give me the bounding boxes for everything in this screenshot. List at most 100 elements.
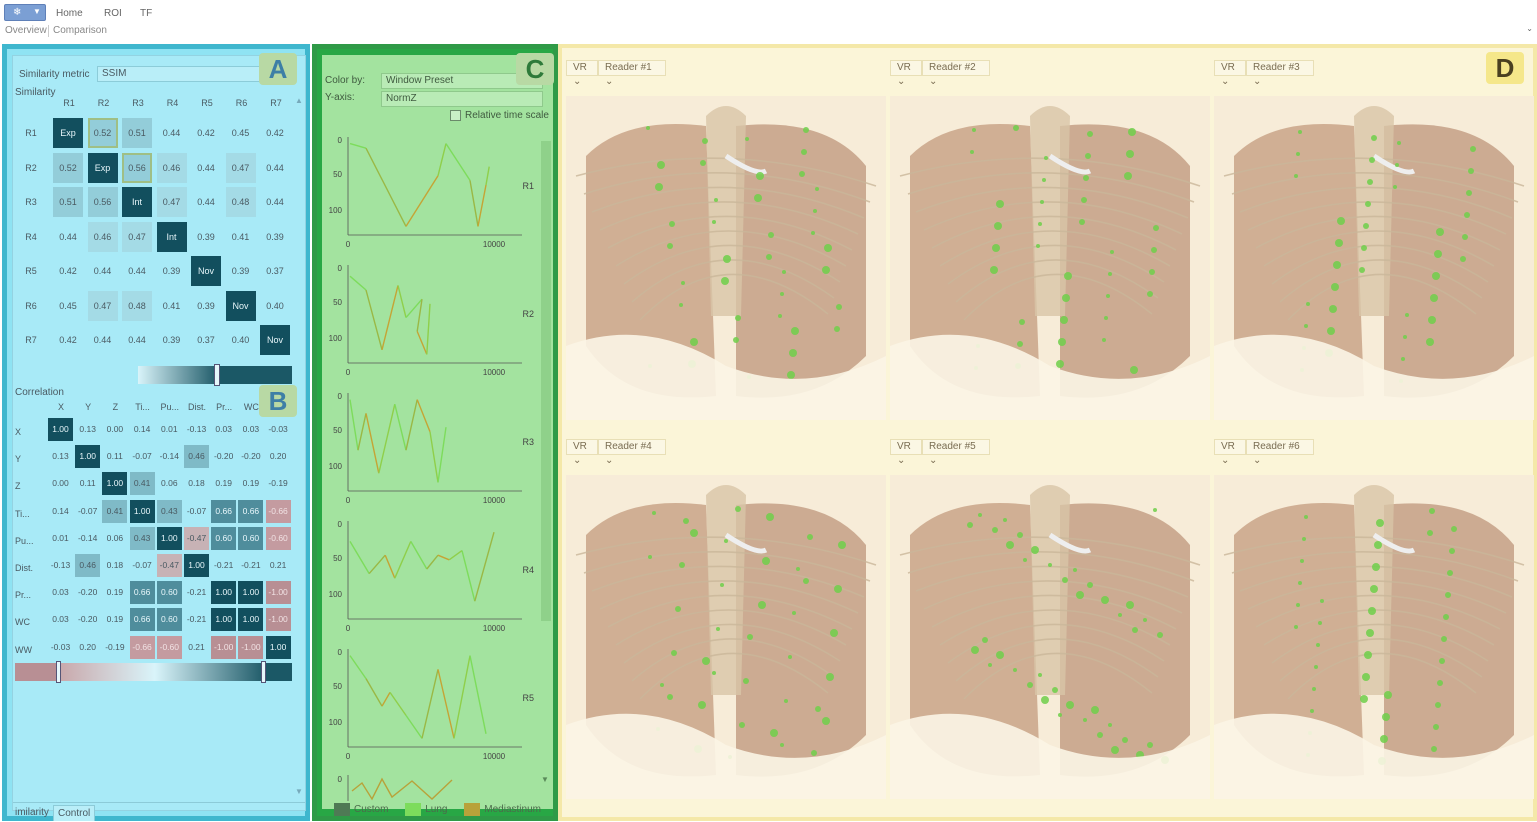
tab-similarity[interactable]: imilarity	[15, 807, 49, 818]
corr-cell[interactable]: 0.03	[52, 614, 69, 625]
sim-cell[interactable]: 0.41	[162, 300, 181, 311]
relative-time-checkbox[interactable]	[450, 110, 461, 121]
tab-control[interactable]: Control	[53, 805, 96, 821]
sim-cell[interactable]: 0.41	[231, 231, 250, 242]
corr-cell[interactable]: 0.13	[52, 451, 69, 462]
corr-cell[interactable]: -0.21	[241, 560, 261, 570]
corr-cell[interactable]: 1.00	[102, 472, 128, 496]
viewport-reader-6[interactable]: VR ⌄ Reader #6 ⌄	[1214, 439, 1536, 817]
corr-cell[interactable]: 0.20	[79, 641, 96, 652]
sim-cell[interactable]: 0.46	[87, 221, 118, 252]
sim-cell[interactable]: Exp	[53, 118, 83, 148]
corr-cell[interactable]: 0.06	[161, 478, 178, 489]
volume-render-image[interactable]	[1214, 96, 1534, 420]
reader-dropdown[interactable]: Reader #3 ⌄	[1246, 60, 1314, 87]
render-mode-dropdown[interactable]: VR ⌄	[566, 439, 598, 466]
reader-dropdown[interactable]: Reader #6 ⌄	[1246, 439, 1314, 466]
corr-cell[interactable]: -0.21	[186, 614, 207, 625]
corr-cell[interactable]: 0.01	[52, 532, 69, 543]
corr-cell[interactable]: 0.19	[242, 478, 260, 489]
corr-cell[interactable]: 0.19	[106, 614, 124, 625]
menu-roi[interactable]: ROI	[104, 8, 122, 19]
viewport-reader-2[interactable]: VR ⌄ Reader #2 ⌄	[890, 60, 1212, 438]
sim-cell[interactable]: 0.47	[87, 290, 118, 321]
panel-scrollbar[interactable]: ▲ ▼	[295, 96, 303, 796]
sim-cell[interactable]: 0.42	[197, 128, 215, 138]
corr-cell[interactable]: 0.60	[156, 581, 182, 605]
timeline-chart-r4[interactable]: 0 50 100 0 10000 R4	[322, 515, 547, 640]
viewport-reader-5[interactable]: VR ⌄ Reader #5 ⌄	[890, 439, 1212, 817]
volume-render-image[interactable]	[890, 475, 1210, 799]
corr-cell[interactable]: -0.14	[78, 532, 98, 543]
volume-render-image[interactable]	[566, 475, 886, 799]
sim-cell[interactable]: Int	[156, 221, 187, 252]
charts-scrollbar[interactable]	[541, 141, 551, 621]
sim-cell[interactable]: 0.56	[122, 152, 152, 183]
corr-cell[interactable]: 0.19	[215, 478, 232, 489]
volume-render-image[interactable]	[566, 96, 886, 420]
sim-cell[interactable]: 0.44	[93, 266, 112, 276]
sim-cell[interactable]: 0.44	[128, 266, 146, 276]
similarity-metric-dropdown[interactable]: SSIM	[97, 66, 279, 82]
scroll-down-icon[interactable]: ▼	[541, 775, 549, 784]
corr-cell[interactable]: 0.03	[215, 424, 232, 434]
corr-cell[interactable]: 0.14	[52, 505, 69, 516]
corr-cell[interactable]: -0.07	[132, 560, 152, 570]
sim-cell[interactable]: Nov	[260, 325, 290, 355]
corr-cell[interactable]: -0.21	[186, 587, 207, 598]
corr-cell[interactable]: 0.46	[75, 554, 101, 577]
render-mode-dropdown[interactable]: VR ⌄	[1214, 439, 1246, 466]
corr-cell[interactable]: 0.00	[106, 424, 124, 434]
corr-cell[interactable]: 0.41	[129, 472, 155, 496]
sim-cell[interactable]: 0.39	[197, 231, 215, 242]
scroll-down-icon[interactable]: ▼	[295, 787, 303, 796]
corr-cell[interactable]: 1.00	[211, 581, 237, 605]
corr-cell[interactable]: 0.19	[106, 587, 124, 598]
sim-cell[interactable]: 0.44	[266, 197, 284, 207]
corr-cell[interactable]: -0.66	[129, 635, 155, 659]
corr-cell[interactable]: 0.43	[156, 499, 182, 523]
corr-cell[interactable]: 1.00	[75, 445, 101, 469]
app-menu-button[interactable]: ❄ ▼	[4, 4, 46, 21]
sim-cell[interactable]: 0.40	[266, 300, 284, 311]
sim-cell[interactable]: 0.39	[266, 231, 284, 242]
sim-cell[interactable]: 0.44	[197, 197, 215, 207]
render-mode-dropdown[interactable]: VR ⌄	[566, 60, 598, 87]
corr-cell[interactable]: 0.60	[211, 526, 237, 550]
corr-cell[interactable]: -1.00	[265, 608, 291, 632]
corr-cell[interactable]: -1.00	[211, 635, 237, 659]
corr-cell[interactable]: 0.18	[106, 560, 124, 570]
corr-cell[interactable]: 0.03	[52, 587, 69, 598]
corr-cell[interactable]: -0.21	[214, 560, 234, 570]
sim-cell[interactable]: 0.37	[266, 266, 284, 276]
sim-cell[interactable]: Nov	[191, 256, 221, 286]
corr-cell[interactable]: 0.20	[269, 451, 287, 462]
sim-cell[interactable]: 0.48	[122, 290, 152, 321]
sim-cell[interactable]: 0.40	[231, 335, 250, 345]
slider-thumb[interactable]	[214, 364, 220, 386]
corr-cell[interactable]: -0.03	[50, 641, 71, 652]
corr-cell[interactable]: 1.00	[48, 418, 73, 441]
corr-cell[interactable]: 0.66	[129, 581, 155, 605]
volume-render-image[interactable]	[890, 96, 1210, 420]
y-axis-dropdown[interactable]: NormZ	[381, 91, 543, 107]
corr-cell[interactable]: -0.07	[132, 451, 152, 462]
corr-cell[interactable]: -0.03	[268, 424, 288, 434]
corr-cell[interactable]: -0.20	[241, 451, 261, 462]
sim-cell[interactable]: 0.42	[266, 128, 284, 138]
corr-cell[interactable]: 0.01	[161, 424, 178, 434]
reader-dropdown[interactable]: Reader #5 ⌄	[922, 439, 990, 466]
sim-cell[interactable]: 0.46	[156, 152, 187, 183]
corr-cell[interactable]: 0.13	[79, 424, 96, 434]
corr-cell[interactable]: 0.11	[79, 478, 96, 489]
sim-cell[interactable]: 0.45	[231, 128, 250, 138]
corr-cell[interactable]: 0.66	[211, 499, 237, 523]
corr-cell[interactable]: 0.14	[133, 424, 151, 434]
sim-cell[interactable]: 0.44	[162, 128, 181, 138]
sim-cell[interactable]: 0.48	[225, 187, 256, 217]
sim-cell[interactable]: 0.56	[87, 187, 118, 217]
corr-cell[interactable]: -0.20	[78, 587, 98, 598]
sim-cell[interactable]: 0.39	[231, 266, 250, 276]
sim-cell[interactable]: 0.52	[87, 118, 118, 148]
sim-cell[interactable]: 0.42	[59, 266, 77, 276]
